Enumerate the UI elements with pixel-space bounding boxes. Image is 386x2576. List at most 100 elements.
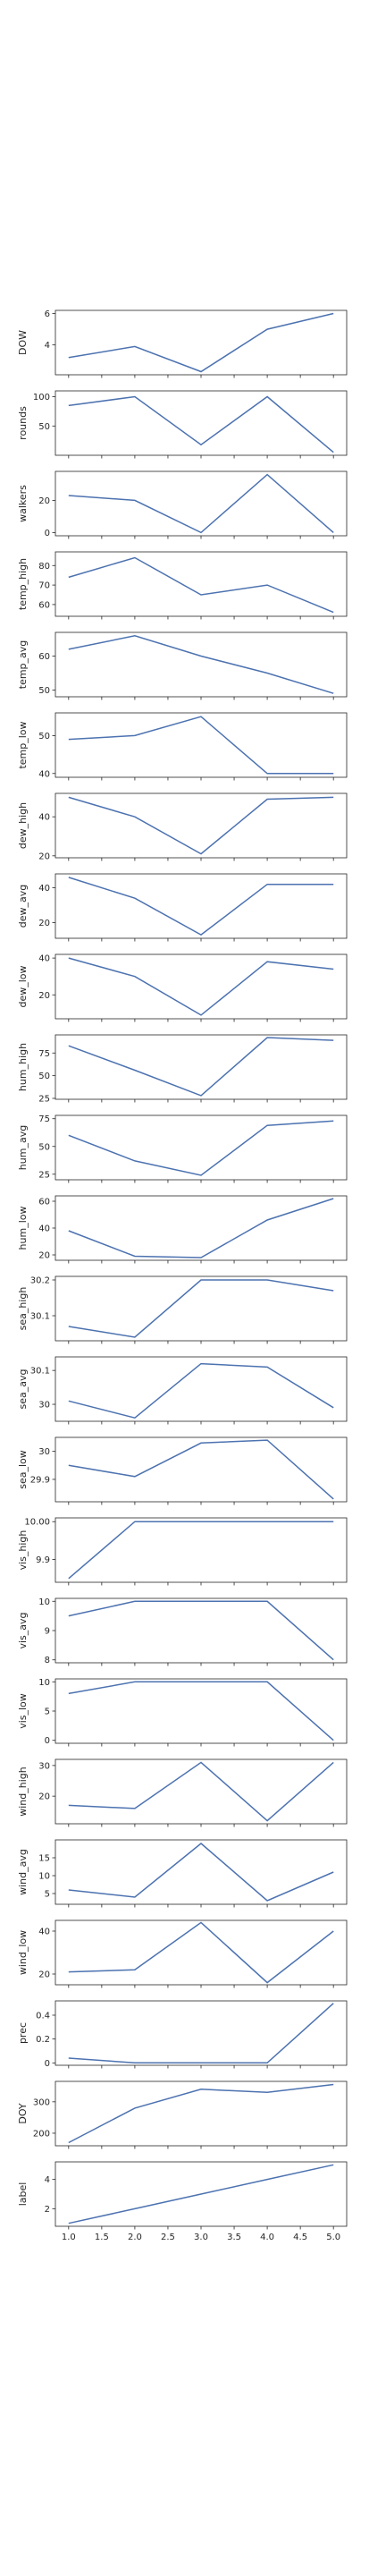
x-tick-label: 2.0 (128, 2233, 142, 2242)
series-line (68, 312, 334, 373)
y-tick-label: 15 (38, 1854, 50, 1864)
y-axis-label: label (17, 2182, 29, 2207)
y-tick-label: 50 (38, 1072, 50, 1081)
subplot-wind_avg: 5 10 15 wind_avg (17, 1839, 348, 1908)
y-tick-label: 20 (38, 852, 50, 861)
y-tick-label: 9 (45, 1627, 50, 1637)
y-tick-label: 20 (38, 991, 50, 1001)
y-tick-label: 9.9 (36, 1555, 50, 1565)
y-tick-label: 8 (45, 1656, 50, 1665)
axes-frame (55, 2000, 348, 2066)
y-tick-label: 75 (38, 1049, 50, 1059)
y-axis-label: walkers (17, 485, 29, 522)
y-axis-label: dew_low (17, 965, 29, 1007)
axes-frame (55, 1758, 348, 1825)
axes-frame (55, 1436, 348, 1503)
subplot-wind_low: 20 40 wind_low (17, 1919, 348, 1988)
series-line (68, 1600, 334, 1661)
y-tick-label: 0.4 (36, 2012, 50, 2021)
axes-frame (55, 873, 348, 939)
y-axis-label: DOW (17, 330, 29, 355)
series-line (68, 957, 334, 1016)
y-tick-label: 4 (45, 2175, 50, 2185)
subplot-sea_low: 29.9 30 sea_low (17, 1436, 348, 1505)
y-axis-label: rounds (17, 406, 29, 440)
axes-frame (55, 390, 348, 456)
y-tick-label: 30 (38, 1447, 50, 1457)
y-axis-label: DOY (17, 2103, 29, 2124)
series-line (68, 1843, 334, 1902)
y-tick-label: 4 (45, 341, 50, 351)
series-line (68, 1362, 334, 1419)
axes-frame (55, 792, 348, 859)
y-tick-label: 30.1 (30, 1367, 50, 1377)
y-tick-label: 100 (33, 393, 50, 402)
y-tick-label: 30 (38, 1761, 50, 1771)
y-axis-label: prec (17, 2022, 29, 2044)
subplot-DOW: 4 6 DOW (17, 309, 348, 378)
y-tick-label: 30.2 (30, 1276, 50, 1286)
y-axis-label: dew_high (17, 802, 29, 849)
subplot-temp_avg: 50 60 temp_avg (17, 631, 348, 700)
x-tick-label: 4.5 (293, 2233, 307, 2242)
axes-frame (55, 712, 348, 778)
y-tick-label: 29.9 (30, 1475, 50, 1485)
subplot-walkers: 0 20 walkers (17, 470, 348, 539)
y-tick-label: 6 (45, 309, 50, 319)
subplot-hum_low: 20 40 60 hum_low (17, 1195, 348, 1264)
axes-frame (55, 953, 348, 1020)
x-tick-label: 1.0 (62, 2233, 76, 2242)
y-axis-label: temp_avg (17, 640, 29, 690)
y-axis-label: hum_high (17, 1043, 29, 1091)
y-tick-label: 75 (38, 1114, 50, 1124)
y-axis-label: temp_low (17, 721, 29, 768)
y-tick-label: 200 (33, 2129, 50, 2139)
series-line (68, 2003, 334, 2064)
y-tick-label: 0 (45, 529, 50, 538)
y-axis-label: vis_high (17, 1530, 29, 1571)
y-tick-label: 10 (38, 1872, 50, 1882)
y-tick-label: 40 (38, 884, 50, 894)
series-line (68, 395, 334, 453)
y-tick-label: 10 (38, 1597, 50, 1607)
series-line (68, 1279, 334, 1338)
y-tick-label: 40 (38, 813, 50, 823)
y-tick-label: 50 (38, 1142, 50, 1152)
y-axis-label: temp_high (17, 558, 29, 610)
series-line (68, 556, 334, 614)
subplot-hum_high: 25 50 75 hum_high (17, 1034, 348, 1104)
subplot-temp_high: 60 70 80 temp_high (17, 551, 348, 620)
series-line (68, 1037, 334, 1097)
series-line (68, 877, 334, 936)
y-tick-label: 40 (38, 769, 50, 779)
y-tick-label: 40 (38, 954, 50, 964)
series-line (68, 1439, 334, 1500)
subplot-temp_low: 40 50 temp_low (17, 712, 348, 781)
series-line (68, 2164, 334, 2224)
axes-frame (55, 2080, 348, 2147)
y-tick-label: 30 (38, 1401, 50, 1411)
axes-frame (55, 1195, 348, 1261)
y-axis-label: vis_avg (17, 1612, 29, 1648)
subplot-vis_avg: 8 9 10 vis_avg (17, 1597, 348, 1666)
subplot-vis_high: 9.9 10.00 vis_high (17, 1517, 348, 1586)
axes-frame (55, 1919, 348, 1986)
y-tick-label: 10.00 (24, 1518, 50, 1528)
y-tick-label: 5 (45, 1707, 50, 1717)
axes-frame (55, 470, 348, 537)
subplot-dew_avg: 20 40 dew_avg (17, 873, 348, 942)
series-line (68, 635, 334, 694)
axes-frame (55, 631, 348, 698)
axes-frame (55, 1839, 348, 1905)
y-axis-label: wind_low (17, 1930, 29, 1975)
series-line (68, 716, 334, 775)
subplot-rounds: 50 100 rounds (17, 390, 348, 459)
x-tick-label: 3.0 (194, 2233, 208, 2242)
y-tick-label: 80 (38, 562, 50, 572)
x-tick-label: 5.0 (326, 2233, 340, 2242)
series-line (68, 1120, 334, 1176)
y-axis-label: wind_avg (17, 1849, 29, 1895)
y-tick-label: 50 (38, 686, 50, 696)
axes-frame (55, 1034, 348, 1100)
